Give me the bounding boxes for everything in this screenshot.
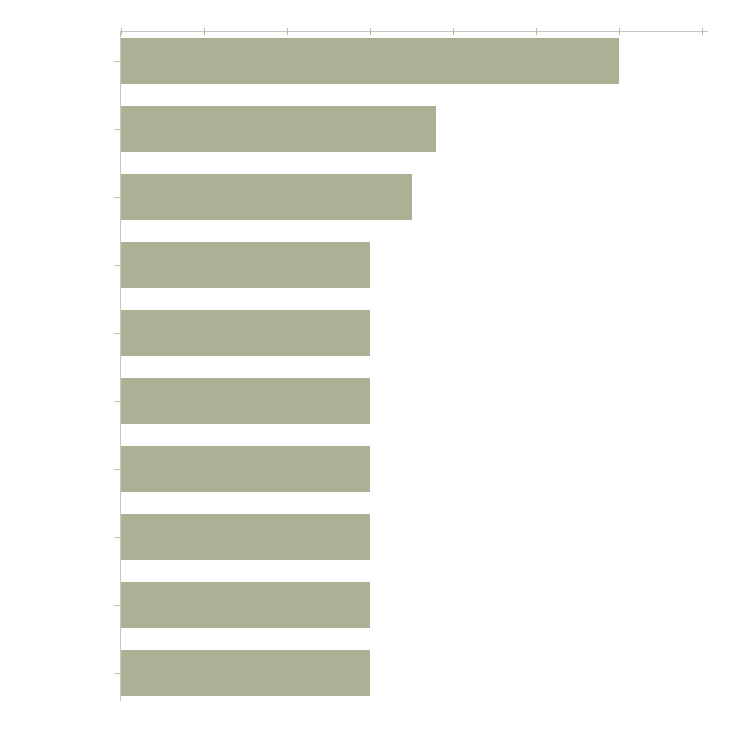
bar — [121, 514, 370, 560]
category-tick-mark — [114, 537, 120, 538]
x-tick-mark — [204, 28, 205, 35]
x-tick-mark — [702, 28, 703, 35]
bar — [121, 174, 412, 220]
bar — [121, 242, 370, 288]
category-tick-mark — [114, 129, 120, 130]
category-tick-mark — [114, 401, 120, 402]
x-axis-line — [121, 31, 708, 32]
x-tick-mark — [453, 28, 454, 35]
x-tick-mark — [619, 28, 620, 35]
bar — [121, 582, 370, 628]
category-tick-mark — [114, 673, 120, 674]
bar — [121, 650, 370, 696]
bar — [121, 310, 370, 356]
x-tick-mark — [287, 28, 288, 35]
bar — [121, 106, 436, 152]
category-tick-mark — [114, 605, 120, 606]
category-tick-mark — [114, 265, 120, 266]
x-tick-mark — [121, 28, 122, 35]
category-tick-mark — [114, 333, 120, 334]
bar — [121, 378, 370, 424]
x-tick-mark — [536, 28, 537, 35]
x-tick-mark — [370, 28, 371, 35]
category-tick-mark — [114, 197, 120, 198]
bar — [121, 38, 619, 84]
y-axis-line — [120, 31, 121, 701]
bar — [121, 446, 370, 492]
category-tick-mark — [114, 469, 120, 470]
category-tick-mark — [114, 61, 120, 62]
